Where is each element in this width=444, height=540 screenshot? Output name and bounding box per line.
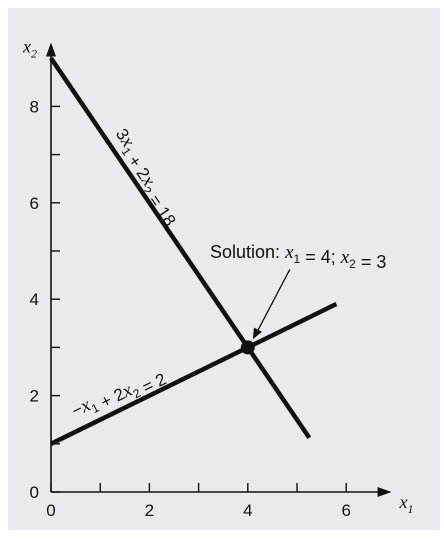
solution-arrow: [256, 269, 291, 333]
x-tick-label: 2: [145, 501, 154, 520]
chart-background: [8, 8, 440, 530]
axis-ticks: 0 2 4 6 0 2 4 6 8: [30, 97, 351, 520]
x-tick-label: 4: [243, 501, 252, 520]
solution-arrowhead: [252, 327, 262, 340]
x-axis-title: x1: [399, 492, 414, 516]
series-line: [49, 56, 312, 440]
x-tick-label: 6: [341, 501, 350, 520]
series-line: [50, 301, 338, 446]
solution-group: Solution: x1 = 4; x2 = 3: [210, 242, 386, 355]
axes: [46, 42, 392, 497]
y-tick-label: 4: [30, 290, 39, 309]
y-tick-label: 0: [30, 483, 39, 502]
x-axis-arrow: [377, 487, 392, 497]
series-lines: [49, 56, 338, 446]
x-tick-label: 0: [46, 501, 55, 520]
y-tick-label: 2: [30, 387, 39, 406]
solution-label: Solution: x1 = 4; x2 = 3: [210, 242, 386, 272]
y-tick-label: 6: [30, 194, 39, 213]
y-axis-title: x2: [22, 37, 37, 61]
y-axis-arrow: [46, 42, 56, 57]
axis-titles: x2 x1: [22, 37, 414, 516]
solution-point: [240, 340, 255, 355]
y-tick-label: 8: [30, 97, 39, 116]
